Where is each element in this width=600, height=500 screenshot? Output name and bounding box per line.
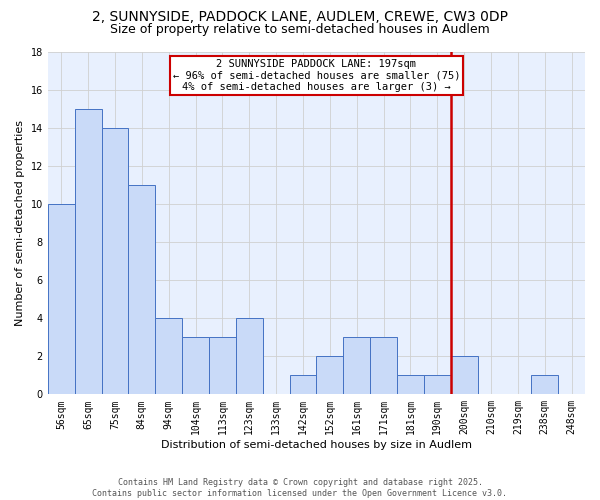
Y-axis label: Number of semi-detached properties: Number of semi-detached properties [15, 120, 25, 326]
Bar [424, 376, 451, 394]
Bar [316, 356, 343, 395]
Bar [236, 318, 263, 394]
Bar [101, 128, 128, 394]
Bar [370, 337, 397, 394]
Bar [128, 185, 155, 394]
Bar [290, 376, 316, 394]
X-axis label: Distribution of semi-detached houses by size in Audlem: Distribution of semi-detached houses by … [161, 440, 472, 450]
Bar [397, 376, 424, 394]
Bar [155, 318, 182, 394]
Text: 2 SUNNYSIDE PADDOCK LANE: 197sqm
← 96% of semi-detached houses are smaller (75)
: 2 SUNNYSIDE PADDOCK LANE: 197sqm ← 96% o… [173, 59, 460, 92]
Text: Size of property relative to semi-detached houses in Audlem: Size of property relative to semi-detach… [110, 22, 490, 36]
Bar [209, 337, 236, 394]
Bar [531, 376, 558, 394]
Bar [182, 337, 209, 394]
Bar [48, 204, 74, 394]
Text: 2, SUNNYSIDE, PADDOCK LANE, AUDLEM, CREWE, CW3 0DP: 2, SUNNYSIDE, PADDOCK LANE, AUDLEM, CREW… [92, 10, 508, 24]
Bar [74, 108, 101, 395]
Bar [343, 337, 370, 394]
Bar [451, 356, 478, 395]
Text: Contains HM Land Registry data © Crown copyright and database right 2025.
Contai: Contains HM Land Registry data © Crown c… [92, 478, 508, 498]
